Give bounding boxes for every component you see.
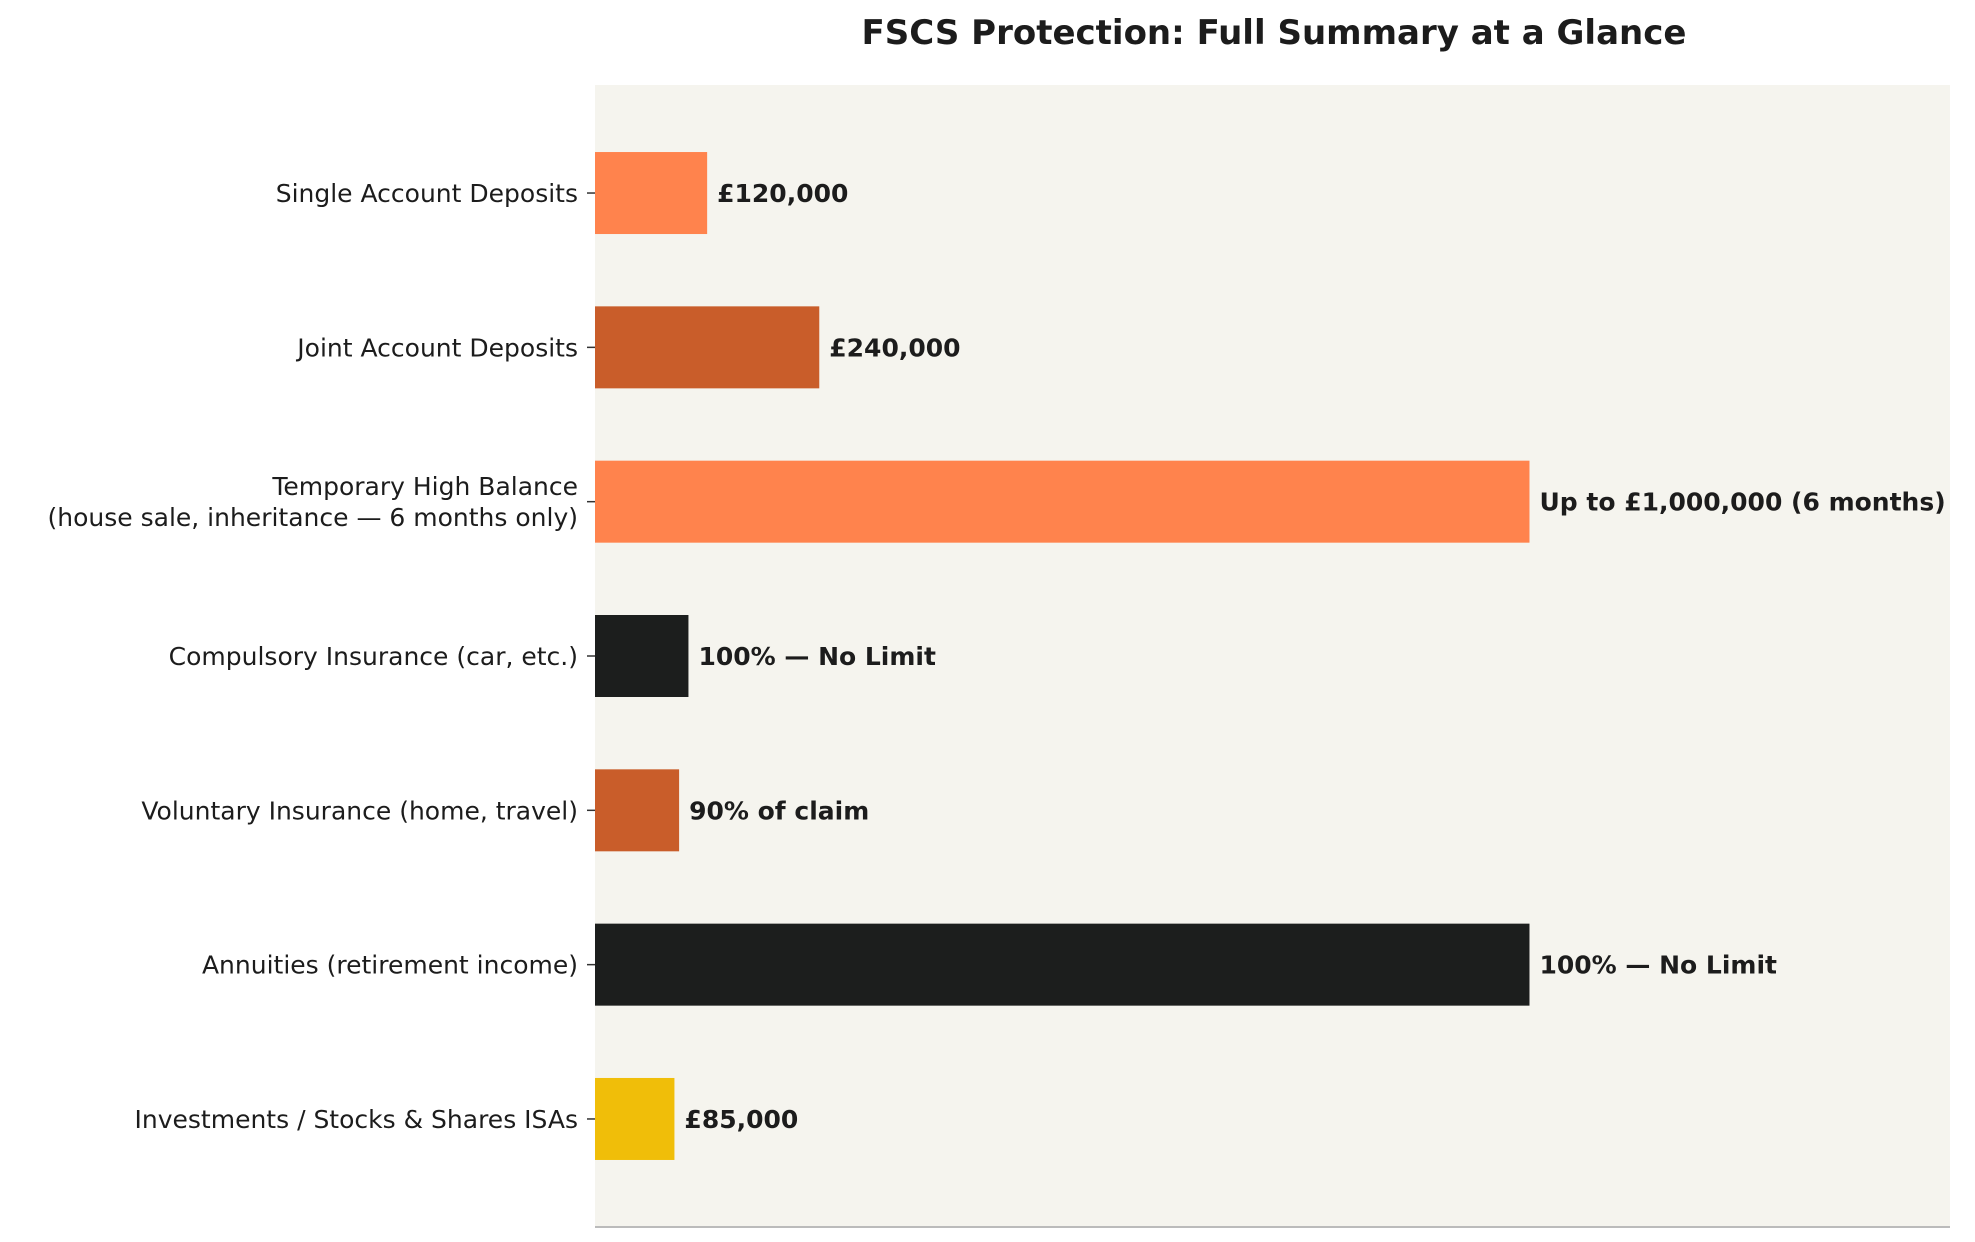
y-axis-tick-labels: Single Account Deposits Joint Account Dep… xyxy=(48,179,578,1134)
y-tick-label-2: Joint Account Deposits xyxy=(295,333,578,362)
bar-5 xyxy=(595,769,680,852)
data-label-5: 90% of claim xyxy=(689,796,869,825)
bar-2 xyxy=(595,306,820,389)
y-tick-label-5: Voluntary Insurance (home, travel) xyxy=(141,796,578,825)
data-labels: £120,000 £240,000 Up to £1,000,000 (6 mont… xyxy=(684,179,1945,1134)
bar-6 xyxy=(595,923,1530,1006)
data-label-2: £240,000 xyxy=(829,333,960,362)
y-tick-label-3-line-2: (house sale, inheritance — 6 months only… xyxy=(48,503,578,532)
bar-1 xyxy=(595,152,708,235)
data-label-4: 100% — No Limit xyxy=(698,642,936,671)
data-label-7: £85,000 xyxy=(684,1105,798,1134)
y-tick-label-6: Annuities (retirement income) xyxy=(202,951,578,980)
y-tick-label-7: Investments / Stocks & Shares ISAs xyxy=(135,1105,579,1134)
y-axis-ticks xyxy=(587,192,595,1120)
y-tick-label-1: Single Account Deposits xyxy=(276,179,578,208)
data-label-3: Up to £1,000,000 (6 months) xyxy=(1539,488,1945,517)
data-label-6: 100% — No Limit xyxy=(1539,951,1777,980)
chart-title: FSCS Protection: Full Summary at a Glanc… xyxy=(862,13,1687,53)
bar-3 xyxy=(595,460,1530,543)
bar-7 xyxy=(595,1077,675,1160)
bar-4 xyxy=(595,615,689,697)
y-tick-label-3-line-1: Temporary High Balance xyxy=(271,472,578,501)
bars-group xyxy=(595,152,1530,1160)
y-tick-label-4: Compulsory Insurance (car, etc.) xyxy=(169,642,578,671)
data-label-1: £120,000 xyxy=(717,179,848,208)
plot-area xyxy=(595,85,1950,1227)
